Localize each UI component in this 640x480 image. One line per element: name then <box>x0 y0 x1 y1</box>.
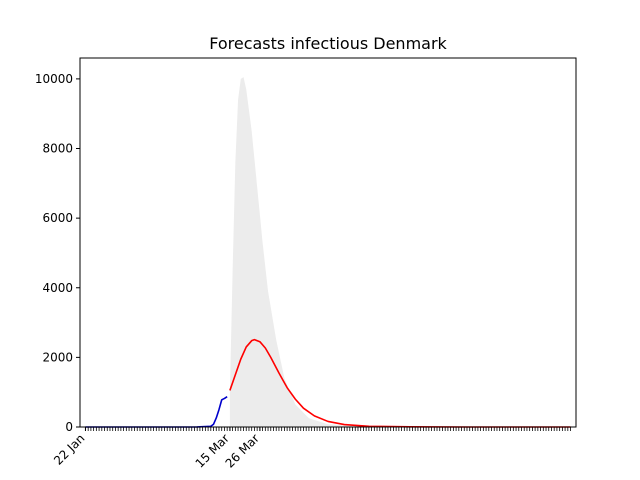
confidence-band <box>229 77 467 428</box>
y-tick-label: 10000 <box>35 72 73 86</box>
plot-frame <box>79 57 577 428</box>
y-tick-label: 0 <box>65 420 73 434</box>
chart-title: Forecasts infectious Denmark <box>209 34 447 53</box>
y-tick-label: 4000 <box>42 281 73 295</box>
confidence-band-layer <box>229 77 467 428</box>
y-tick-label: 8000 <box>42 142 73 156</box>
y-ticks-layer: 0 2000 4000 6000 8000 10000 <box>35 72 80 434</box>
y-tick-label: 2000 <box>42 350 73 364</box>
forecast-series-line <box>229 338 571 428</box>
y-tick-label: 6000 <box>42 211 73 225</box>
